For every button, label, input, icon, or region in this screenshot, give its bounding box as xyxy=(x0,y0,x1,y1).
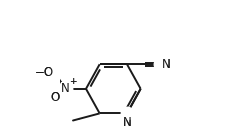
Text: +: + xyxy=(69,77,76,86)
Text: N: N xyxy=(161,58,170,71)
Text: O: O xyxy=(50,91,59,104)
Text: N: N xyxy=(161,58,170,71)
Text: N: N xyxy=(123,116,131,129)
Text: N: N xyxy=(61,82,69,95)
Text: −O: −O xyxy=(35,66,54,79)
Text: +: + xyxy=(69,77,76,86)
Text: N: N xyxy=(61,82,69,95)
Text: −O: −O xyxy=(35,66,54,79)
Text: N: N xyxy=(123,116,131,129)
Text: O: O xyxy=(50,91,59,104)
